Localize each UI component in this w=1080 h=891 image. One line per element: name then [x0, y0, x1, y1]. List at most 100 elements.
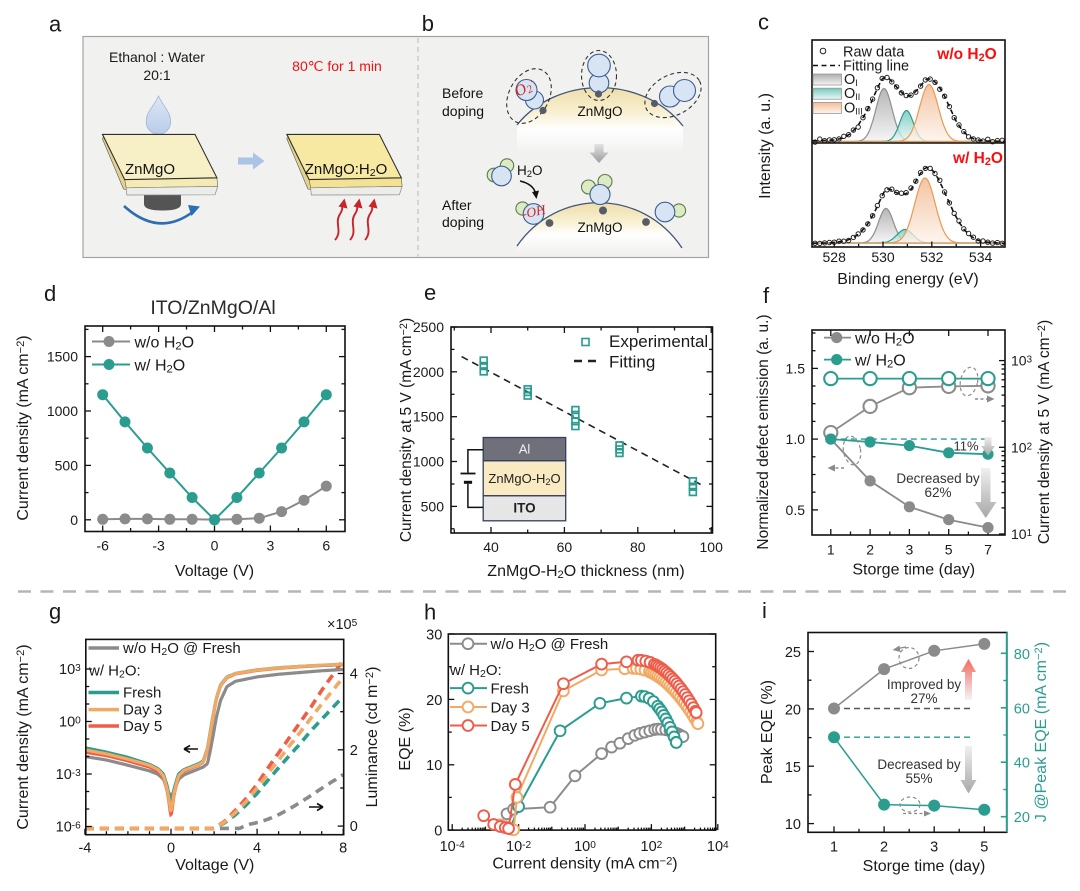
svg-text:0: 0	[70, 512, 78, 528]
svg-text:10: 10	[785, 817, 801, 833]
svg-text:doping: doping	[442, 103, 484, 119]
svg-text:w/ H2O:: w/ H2O:	[88, 663, 141, 681]
svg-text:1500: 1500	[47, 349, 78, 365]
svg-text:100: 100	[700, 539, 724, 555]
svg-text:i: i	[762, 598, 767, 623]
svg-text:5: 5	[945, 542, 953, 558]
svg-text:Current density (mA cm−2): Current density (mA cm−2)	[15, 644, 32, 829]
svg-text:60: 60	[1014, 701, 1030, 717]
svg-text:8: 8	[339, 841, 347, 857]
svg-text:ZnMgO: ZnMgO	[577, 220, 622, 235]
svg-text:534: 534	[969, 249, 993, 265]
svg-text:Day 5: Day 5	[123, 718, 162, 735]
svg-text:Fresh: Fresh	[123, 685, 161, 702]
svg-text:w/o H2O @ Fresh: w/o H2O @ Fresh	[490, 636, 609, 654]
svg-text:EQE (%): EQE (%)	[397, 707, 414, 770]
svg-text:×105: ×105	[327, 617, 358, 633]
svg-text:27%: 27%	[910, 691, 937, 706]
svg-text:ITO: ITO	[513, 501, 535, 516]
svg-text:3: 3	[906, 542, 914, 558]
svg-text:Current density at 5 V (mA cm−: Current density at 5 V (mA cm−2)	[1036, 320, 1053, 544]
svg-text:40: 40	[1014, 756, 1030, 772]
svg-text:3: 3	[267, 538, 275, 554]
svg-text:2: 2	[866, 542, 874, 558]
svg-text:f: f	[763, 283, 770, 308]
svg-text:d: d	[44, 281, 56, 306]
svg-text:532: 532	[920, 249, 944, 265]
svg-text:103: 103	[1011, 353, 1033, 369]
svg-text:J @Peak EQE (mA cm−2): J @Peak EQE (mA cm−2)	[1033, 642, 1050, 822]
svg-text:a: a	[49, 12, 62, 37]
svg-text:0: 0	[434, 824, 442, 840]
svg-text:20: 20	[426, 693, 442, 709]
svg-text:60: 60	[557, 539, 573, 555]
svg-text:Current density at 5 V (mA cm−: Current density at 5 V (mA cm−2)	[398, 318, 415, 542]
svg-text:Raw data: Raw data	[843, 45, 905, 61]
svg-text:30: 30	[426, 628, 442, 644]
svg-text:ZnMgO-H2O thickness (nm): ZnMgO-H2O thickness (nm)	[487, 563, 684, 581]
svg-text:500: 500	[55, 457, 79, 473]
svg-text:Voltage (V): Voltage (V)	[175, 563, 254, 580]
svg-text:H2O: H2O	[517, 163, 543, 180]
svg-text:w/o H2O: w/o H2O	[936, 46, 996, 64]
svg-text:w/o H2O: w/o H2O	[134, 335, 195, 353]
svg-text:OI: OI	[844, 72, 858, 88]
svg-text:w/ H2O:: w/ H2O:	[449, 662, 502, 680]
svg-text:g: g	[49, 599, 61, 624]
svg-text:2: 2	[880, 840, 888, 856]
svg-text:2500: 2500	[413, 319, 444, 335]
svg-text:62%: 62%	[924, 485, 951, 500]
svg-text:Storge time (day): Storge time (day)	[863, 858, 986, 875]
svg-text:0.5: 0.5	[786, 502, 806, 518]
svg-text:c: c	[758, 10, 769, 35]
svg-text:ZnMgO:H2O: ZnMgO:H2O	[305, 161, 388, 179]
svg-text:0: 0	[350, 819, 358, 835]
svg-text:Day 5: Day 5	[491, 718, 530, 735]
svg-text:Voltage (V): Voltage (V)	[175, 857, 254, 874]
svg-text:500: 500	[421, 498, 445, 514]
svg-text:Improved by: Improved by	[887, 677, 962, 692]
svg-text:40: 40	[483, 539, 499, 555]
svg-text:Current density (mA cm−2): Current density (mA cm−2)	[492, 856, 677, 873]
svg-text:-6: -6	[96, 538, 109, 554]
svg-text:4: 4	[350, 667, 358, 683]
svg-text:e: e	[424, 280, 436, 305]
svg-text:20: 20	[785, 702, 801, 718]
svg-text:Decreased by: Decreased by	[877, 757, 961, 772]
svg-text:20: 20	[1014, 810, 1030, 826]
svg-text:-OH: -OH	[521, 202, 549, 222]
svg-text:Experimental: Experimental	[609, 332, 708, 351]
svg-text:-4: -4	[78, 841, 91, 857]
svg-text:1: 1	[830, 840, 838, 856]
svg-text:Normalized defect emission (a.: Normalized defect emission (a. u.)	[755, 314, 772, 549]
svg-text:w/ H2O: w/ H2O	[134, 358, 186, 376]
svg-text:w/ H2O: w/ H2O	[952, 150, 1003, 168]
svg-text:1000: 1000	[47, 403, 78, 419]
svg-text:2: 2	[350, 743, 358, 759]
svg-text:w/ H2O: w/ H2O	[854, 353, 906, 371]
svg-text:6: 6	[322, 538, 330, 554]
svg-text:Fitting: Fitting	[609, 353, 655, 372]
svg-text:Binding energy (eV): Binding energy (eV)	[837, 271, 978, 288]
svg-text:ZnMgO-H2O: ZnMgO-H2O	[488, 471, 560, 487]
svg-text:Luminance (cd m−2): Luminance (cd m−2)	[364, 667, 381, 808]
svg-text:ZnMgO: ZnMgO	[577, 104, 622, 119]
svg-text:5: 5	[980, 840, 988, 856]
svg-text:After: After	[442, 197, 472, 213]
svg-text:80: 80	[630, 539, 646, 555]
svg-text:w/o H2O @ Fresh: w/o H2O @ Fresh	[122, 640, 241, 658]
svg-text:1: 1	[827, 542, 835, 558]
svg-text:Current density (mA cm−2): Current density (mA cm−2)	[15, 335, 32, 520]
svg-text:80: 80	[1014, 647, 1030, 663]
svg-text:1.0: 1.0	[786, 431, 806, 447]
svg-text:ITO/ZnMgO/Al: ITO/ZnMgO/Al	[150, 297, 275, 319]
svg-text:Fitting line: Fitting line	[843, 59, 909, 75]
svg-text:1500: 1500	[413, 409, 444, 425]
svg-text:Ethanol : Water: Ethanol : Water	[109, 49, 205, 65]
svg-text:Decreased by: Decreased by	[896, 471, 980, 486]
svg-text:4: 4	[253, 841, 261, 857]
svg-text:530: 530	[871, 249, 895, 265]
svg-text:2000: 2000	[413, 364, 444, 380]
svg-text:w/o H2O: w/o H2O	[854, 331, 915, 349]
svg-text:80℃ for 1 min: 80℃ for 1 min	[292, 58, 382, 74]
